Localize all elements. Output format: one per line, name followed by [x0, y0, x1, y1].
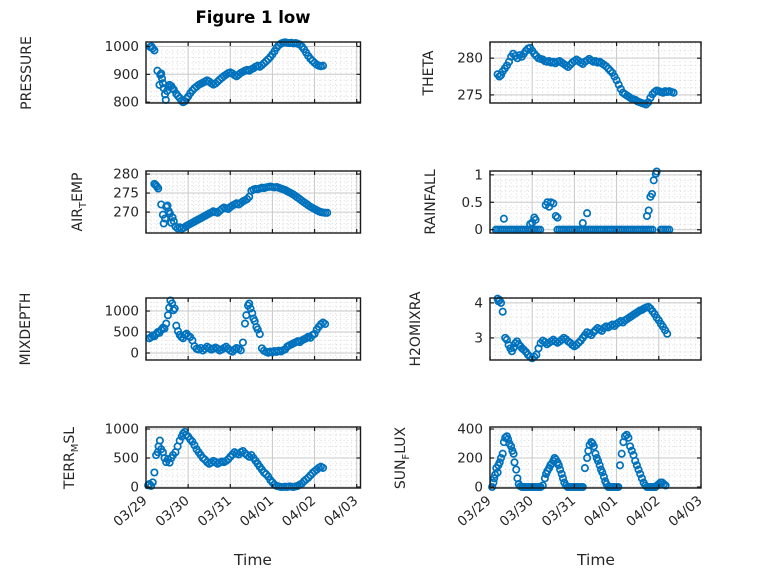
y-tick-label: 400: [457, 422, 483, 438]
x-tick-label: 04/01: [236, 493, 276, 530]
ylabel-terr-msl: TERRMSL: [62, 426, 81, 489]
xlabel-time-right: Time: [577, 551, 615, 569]
y-tick-label: 200: [457, 451, 483, 467]
scatter-series: [493, 294, 672, 363]
subplot-terr-msl: 0 500 1000 03/29 03/30 03/31 04/01 04/02 04/03: [104, 421, 361, 530]
x-tick-label: 03/30: [497, 493, 537, 530]
plot-box: [144, 297, 361, 361]
scatter-series: [144, 296, 329, 357]
subplot-air-temp: 270 275 280: [113, 167, 361, 234]
x-tick-label: 03/29: [454, 493, 494, 530]
scatter-series: [145, 38, 327, 107]
y-tick-label: 500: [113, 325, 139, 341]
tick-marks: [144, 42, 360, 103]
plot-box: [489, 297, 702, 361]
tick-marks: [144, 171, 360, 233]
subplot-h2omixra: 34: [474, 294, 702, 363]
x-tick-label: 04/03: [665, 493, 705, 530]
tick-marks: [489, 171, 702, 233]
ylabel-theta: THETA: [421, 50, 437, 95]
x-tick-label: 03/31: [194, 493, 234, 530]
major-grid: [145, 42, 360, 103]
x-tick-label: 03/31: [539, 493, 579, 530]
tick-marks: [144, 427, 360, 488]
ylabel-rainfall: RAINFALL: [423, 169, 439, 235]
y-tick-label: 800: [113, 95, 139, 111]
plot-box: [144, 170, 361, 234]
subplot-theta: 275 280: [457, 41, 702, 109]
figure-title: Figure 1 low: [195, 8, 311, 27]
y-tick-label: 0: [474, 479, 483, 495]
scatter-series: [493, 43, 678, 109]
plot-box: [144, 41, 361, 104]
y-tick-label: 0.5: [462, 195, 483, 211]
y-tick-label: 0: [130, 345, 139, 361]
x-tick-label: 04/03: [321, 493, 361, 530]
y-tick-label: 900: [113, 67, 139, 83]
minor-grid: [490, 42, 701, 103]
scatter-series: [488, 430, 670, 492]
y-tick-label: 3: [474, 330, 483, 346]
tick-marks: [489, 298, 702, 360]
x-tick-label: 03/29: [110, 493, 150, 530]
x-tick-label: 03/30: [152, 493, 192, 530]
subplot-sun-flux: 0 200 400 03/29 03/30 03/31 04/01 04/02 04/03: [454, 422, 705, 531]
plot-box: [489, 41, 702, 104]
ylabel-h2omixra: H2OMIXRA: [408, 291, 424, 367]
ylabel-pressure: PRESSURE: [19, 35, 35, 110]
xlabel-time-left: Time: [234, 551, 272, 569]
x-tick-label: 04/02: [279, 493, 319, 530]
y-tick-label: 1000: [104, 421, 138, 437]
y-tick-label: 1000: [104, 304, 138, 320]
y-tick-label: 1000: [104, 39, 138, 55]
tick-marks: [489, 427, 702, 488]
x-tick-label: 04/02: [623, 493, 663, 530]
x-tick-label: 04/01: [581, 493, 621, 530]
y-tick-label: 270: [113, 205, 139, 221]
tick-marks: [489, 42, 702, 103]
y-tick-label: 500: [113, 450, 139, 466]
y-tick-label: 0: [130, 480, 139, 496]
ylabel-sun-flux: SUNFLUX: [393, 426, 412, 489]
y-tick-label: 275: [113, 186, 139, 202]
scatter-series: [149, 179, 331, 233]
y-tick-label: 4: [474, 295, 483, 311]
ylabel-air-temp: AIRTEMP: [70, 172, 89, 232]
scatter-series: [491, 167, 674, 234]
tick-marks: [144, 298, 360, 360]
y-tick-label: 280: [113, 167, 139, 183]
y-tick-label: 280: [457, 51, 483, 67]
y-tick-label: 0: [474, 222, 483, 238]
subplot-rainfall: 00.51: [462, 167, 702, 238]
y-tick-label: 1: [474, 167, 483, 183]
ylabel-mixdepth: MIXDEPTH: [18, 292, 34, 366]
y-tick-label: 275: [457, 87, 483, 103]
subplot-mixdepth: 0 500 1000: [104, 296, 361, 361]
subplot-pressure: 800 900 1000: [104, 38, 361, 111]
